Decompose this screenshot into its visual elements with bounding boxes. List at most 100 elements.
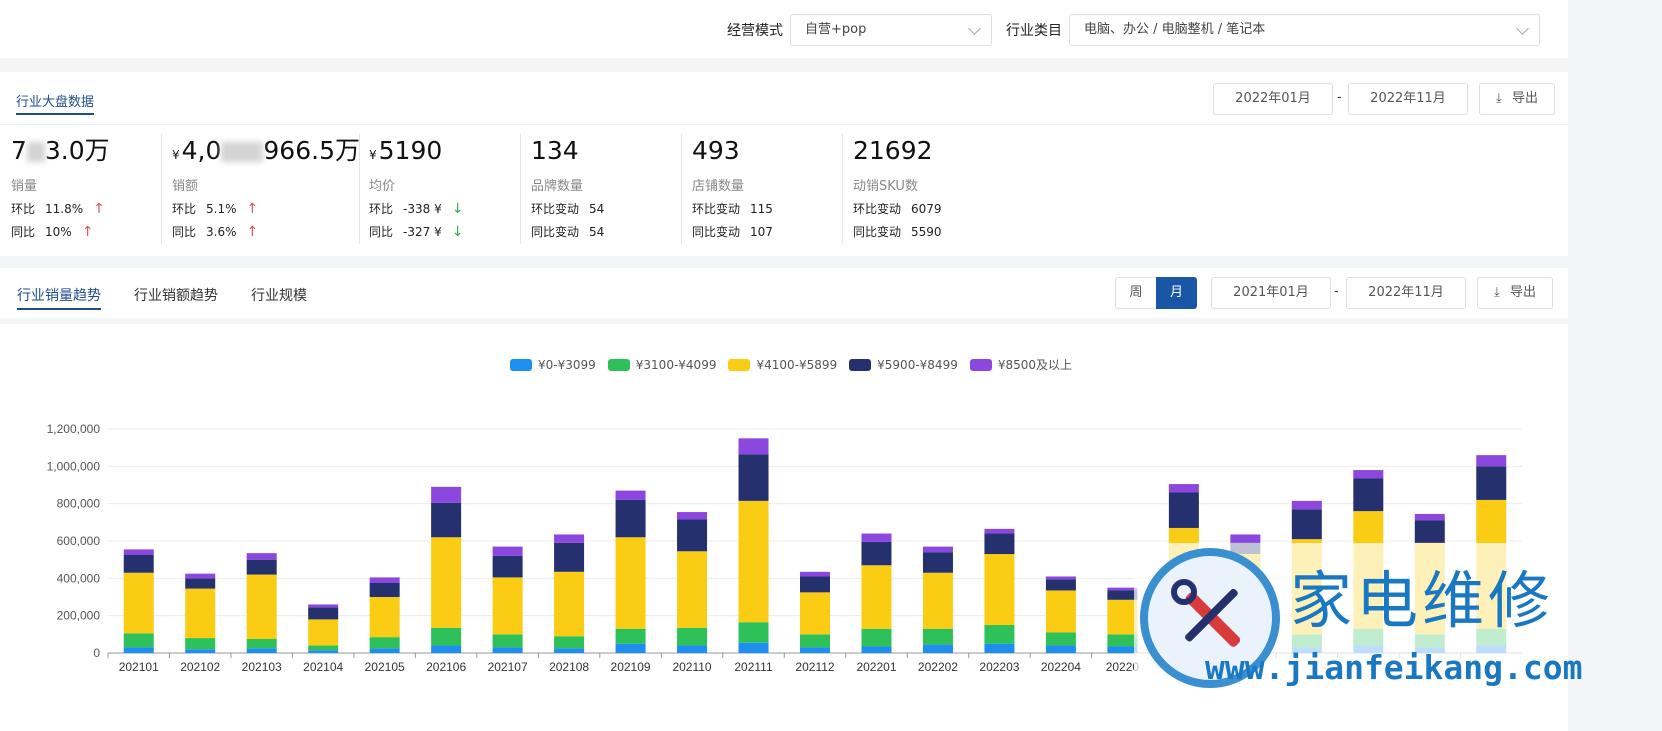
metric-brand-count: 134 品牌数量 环比变动 54 同比变动 54 xyxy=(531,134,614,244)
compare-value: 6079 xyxy=(911,202,942,216)
metric-name: 销额 xyxy=(172,179,199,194)
metric-value-suffix: 966.5万 xyxy=(263,136,360,165)
compare-value: -338 ¥ xyxy=(403,202,442,216)
compare-value: 5590 xyxy=(911,225,942,239)
currency-symbol: ¥ xyxy=(172,148,180,162)
watermark-url: www.jianfeikang.com xyxy=(1205,648,1583,687)
legend-swatch xyxy=(607,358,630,371)
tab-sales-volume-trend[interactable]: 行业销量趋势 xyxy=(17,285,101,310)
compare-label: 环比变动 xyxy=(692,202,741,216)
compare-label: 同比 xyxy=(369,225,394,239)
legend-swatch xyxy=(728,358,751,371)
overview-date-start[interactable]: 2022年01月 xyxy=(1213,83,1333,115)
compare-value: 3.6% xyxy=(206,225,237,239)
currency-symbol: ¥ xyxy=(369,148,377,162)
compare-value: 107 xyxy=(750,225,773,239)
watermark-title: 家电维修 xyxy=(1290,564,1555,637)
compare-label: 环比 xyxy=(11,202,36,216)
arrow-up-icon: ↑ xyxy=(246,224,259,240)
compare-label: 环比 xyxy=(172,202,197,216)
metric-value: 493 xyxy=(692,136,740,165)
legend-swatch xyxy=(510,358,532,371)
metric-value: 5190 xyxy=(378,136,443,165)
metric-name: 均价 xyxy=(369,179,396,194)
overview-date-end[interactable]: 2022年11月 xyxy=(1348,83,1468,115)
metric-sales-volume: 7 3.0万 销量 环比 11.8% ↑ 同比 10% ↑ xyxy=(11,134,115,244)
compare-label: 同比变动 xyxy=(853,225,902,239)
metric-name: 销量 xyxy=(11,179,38,194)
metric-divider xyxy=(842,134,843,244)
legend-item[interactable]: ¥8500及以上 xyxy=(969,356,1073,373)
trend-date-sep: - xyxy=(1334,284,1339,299)
metric-name: 品牌数量 xyxy=(531,179,584,194)
compare-label: 环比变动 xyxy=(853,202,902,216)
legend-swatch xyxy=(969,358,992,371)
watermark-logo xyxy=(1140,548,1280,688)
legend-swatch xyxy=(849,358,872,371)
legend-label: ¥5900-¥8499 xyxy=(877,357,958,372)
compare-value: 54 xyxy=(589,202,605,216)
blurred-region xyxy=(221,142,264,162)
legend-item[interactable]: ¥4100-¥5899 xyxy=(728,356,837,373)
metric-value-prefix: 4,0 xyxy=(181,136,222,165)
metric-divider xyxy=(681,134,682,244)
overview-export-button[interactable]: ⤓ 导出 xyxy=(1479,83,1555,115)
legend-item[interactable]: ¥0-¥3099 xyxy=(510,356,596,373)
metric-value-suffix: 3.0万 xyxy=(44,136,110,165)
compare-label: 环比 xyxy=(369,202,394,216)
legend-item[interactable]: ¥3100-¥4099 xyxy=(607,356,717,373)
metric-value-prefix: 7 xyxy=(11,136,27,165)
metric-divider xyxy=(359,134,360,244)
tools-icon xyxy=(1171,579,1241,647)
metric-divider xyxy=(520,134,521,244)
trend-date-start[interactable]: 2021年01月 xyxy=(1211,277,1331,309)
metric-name: 店铺数量 xyxy=(692,179,745,194)
arrow-up-icon: ↑ xyxy=(93,201,105,217)
download-icon: ⤓ xyxy=(1494,285,1500,300)
compare-label: 环比变动 xyxy=(531,202,580,216)
tab-industry-scale[interactable]: 行业规模 xyxy=(251,288,307,304)
legend-item[interactable]: ¥5900-¥8499 xyxy=(849,356,958,373)
overview-date-sep: - xyxy=(1337,90,1342,105)
compare-value: -327 ¥ xyxy=(403,225,442,239)
metric-name: 动销SKU数 xyxy=(853,179,918,194)
arrow-up-icon: ↑ xyxy=(81,224,94,240)
metric-sales-amount: ¥4,0 966.5万 销额 环比 5.1% ↑ 同比 3.6% ↑ xyxy=(172,134,360,244)
compare-value: 10% xyxy=(45,225,72,239)
arrow-up-icon: ↑ xyxy=(246,201,259,217)
compare-label: 同比变动 xyxy=(692,225,741,239)
legend-label: ¥0-¥3099 xyxy=(538,357,596,372)
compare-value: 5.1% xyxy=(206,202,237,216)
export-label: 导出 xyxy=(1511,91,1538,106)
chart-legend: ¥0-¥3099 ¥3100-¥4099 ¥4100-¥5899 ¥5900-¥… xyxy=(510,356,1072,373)
category-value: 电脑、办公 / 电脑整机 / 笔记本 xyxy=(1084,22,1266,37)
trend-export-button[interactable]: ⤓ 导出 xyxy=(1477,277,1553,309)
chevron-down-icon xyxy=(968,22,981,35)
metric-divider xyxy=(161,134,162,244)
trend-date-end[interactable]: 2022年11月 xyxy=(1346,277,1466,309)
metric-sku-count: 21692 动销SKU数 环比变动 6079 同比变动 5590 xyxy=(853,134,952,244)
legend-label: ¥3100-¥4099 xyxy=(635,357,717,372)
export-label: 导出 xyxy=(1509,285,1536,300)
blurred-region xyxy=(26,142,45,162)
trend-header xyxy=(0,268,1568,318)
download-icon: ⤓ xyxy=(1496,91,1502,106)
arrow-down-icon: ↓ xyxy=(451,224,464,240)
compare-label: 同比变动 xyxy=(531,225,580,239)
week-toggle[interactable]: 周 xyxy=(1115,277,1157,309)
legend-label: ¥4100-¥5899 xyxy=(756,357,838,372)
month-toggle[interactable]: 月 xyxy=(1156,277,1197,309)
overview-title: 行业大盘数据 xyxy=(16,91,95,115)
mode-select[interactable]: 自营+pop xyxy=(790,14,992,46)
mode-value: 自营+pop xyxy=(805,22,867,37)
tab-sales-amount-trend[interactable]: 行业销额趋势 xyxy=(134,288,218,304)
overview-divider xyxy=(0,124,1568,125)
legend-label: ¥8500及以上 xyxy=(997,358,1073,372)
metric-value: 134 xyxy=(531,136,579,165)
compare-label: 同比 xyxy=(11,225,36,239)
compare-label: 同比 xyxy=(172,225,197,239)
mode-label: 经营模式 xyxy=(727,23,783,39)
category-select[interactable]: 电脑、办公 / 电脑整机 / 笔记本 xyxy=(1069,14,1540,46)
compare-value: 11.8% xyxy=(45,202,84,216)
arrow-down-icon: ↓ xyxy=(451,201,464,217)
